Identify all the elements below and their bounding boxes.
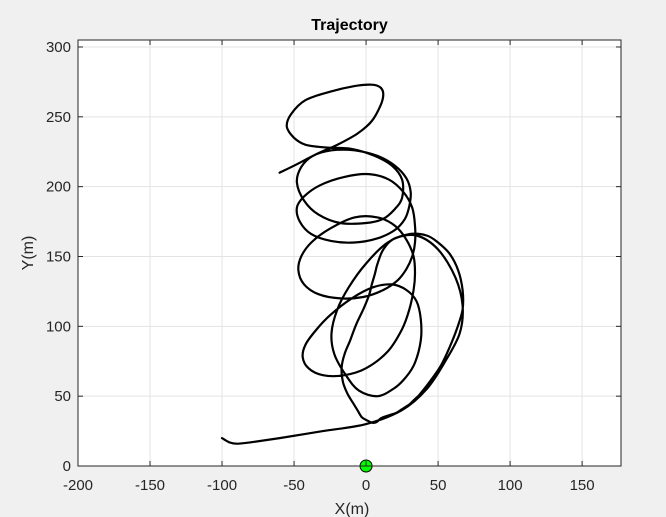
y-tick-label: 100 — [46, 318, 71, 335]
y-tick-label: 50 — [54, 388, 71, 405]
y-tick-label: 0 — [63, 458, 71, 475]
x-tick-label: 100 — [498, 477, 523, 494]
x-tick-label: -150 — [135, 477, 165, 494]
y-axis-ticks: 0 50 100 150 200 250 300 — [46, 39, 621, 475]
x-tick-label: 0 — [362, 477, 370, 494]
axes-box — [77, 39, 622, 467]
grid-lines — [77, 40, 621, 467]
x-axis-label: X(m) — [335, 501, 370, 517]
x-tick-label: 150 — [570, 477, 595, 494]
y-tick-label: 300 — [46, 39, 71, 56]
chart-title: Trajectory — [311, 17, 388, 34]
x-tick-label: -100 — [207, 477, 237, 494]
trajectory-line — [220, 83, 465, 445]
x-tick-label: 50 — [430, 477, 447, 494]
y-tick-label: 250 — [46, 109, 71, 126]
axes-background — [78, 40, 621, 466]
trajectory-line-group — [220, 83, 465, 445]
y-axis-label: Y(m) — [20, 236, 37, 271]
x-tick-label: -200 — [63, 477, 93, 494]
x-axis-ticks: -200 -150 -100 -50 0 50 100 150 — [63, 40, 595, 494]
x-tick-label: -50 — [283, 477, 305, 494]
y-tick-label: 200 — [46, 179, 71, 196]
y-tick-label: 150 — [46, 248, 71, 265]
